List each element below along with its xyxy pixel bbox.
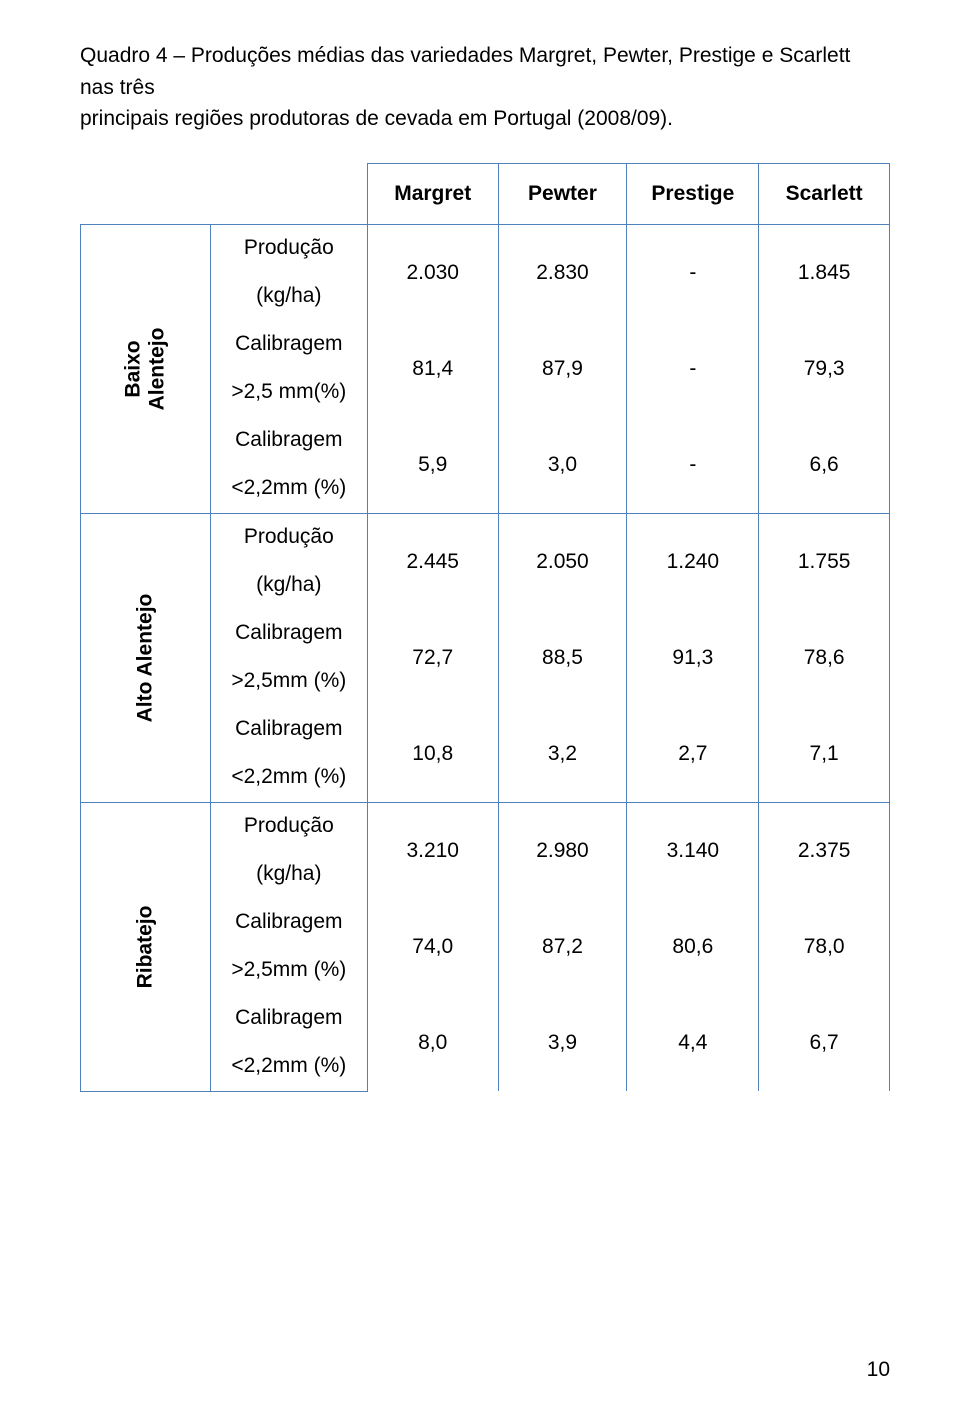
metric-label: Calibragem (210, 610, 367, 658)
cell-value: 72,7 (367, 610, 498, 706)
metric-label: (kg/ha) (210, 851, 367, 899)
cell-value: 2,7 (627, 706, 759, 803)
cell-value: 1.755 (759, 513, 890, 610)
header-scarlett: Scarlett (759, 163, 890, 224)
table-header-row: Margret Pewter Prestige Scarlett (81, 163, 890, 224)
cell-value: 78,0 (759, 899, 890, 995)
cell-value: 1.240 (627, 513, 759, 610)
cell-value: 3,0 (498, 417, 627, 514)
metric-label: Calibragem (210, 706, 367, 754)
table-row: Alto Alentejo Produção 2.445 2.050 1.240… (81, 513, 890, 562)
cell-value: - (627, 321, 759, 417)
metric-label: <2,2mm (%) (210, 465, 367, 514)
region-label: Alto Alentejo (133, 593, 157, 722)
metric-label: >2,5 mm(%) (210, 369, 367, 417)
metric-label: (kg/ha) (210, 273, 367, 321)
header-blank (81, 163, 368, 224)
header-prestige: Prestige (627, 163, 759, 224)
header-margret: Margret (367, 163, 498, 224)
cell-value: 6,7 (759, 995, 890, 1092)
cell-value: 8,0 (367, 995, 498, 1092)
header-pewter: Pewter (498, 163, 627, 224)
cell-value: 7,1 (759, 706, 890, 803)
region-baixo-alentejo: BaixoAlentejo (81, 224, 211, 513)
cell-value: 2.375 (759, 802, 890, 899)
metric-label: <2,2mm (%) (210, 754, 367, 803)
cell-value: 91,3 (627, 610, 759, 706)
cell-value: 2.980 (498, 802, 627, 899)
data-table-wrap: Margret Pewter Prestige Scarlett BaixoAl… (80, 163, 890, 1092)
metric-label: >2,5mm (%) (210, 947, 367, 995)
metric-label: Produção (210, 513, 367, 562)
metric-label: Calibragem (210, 899, 367, 947)
cell-value: 3,9 (498, 995, 627, 1092)
cell-value: 74,0 (367, 899, 498, 995)
cell-value: - (627, 417, 759, 514)
page: Quadro 4 – Produções médias das variedad… (0, 0, 960, 1412)
region-ribatejo: Ribatejo (81, 802, 211, 1091)
cell-value: 2.030 (367, 224, 498, 321)
cell-value: 3,2 (498, 706, 627, 803)
cell-value: 87,9 (498, 321, 627, 417)
metric-label: Calibragem (210, 417, 367, 465)
metric-label: >2,5mm (%) (210, 658, 367, 706)
cell-value: 79,3 (759, 321, 890, 417)
cell-value: 6,6 (759, 417, 890, 514)
region-label: Ribatejo (133, 905, 157, 988)
cell-value: 88,5 (498, 610, 627, 706)
metric-label: Calibragem (210, 995, 367, 1043)
cell-value: 81,4 (367, 321, 498, 417)
cell-value: 2.050 (498, 513, 627, 610)
cell-value: 2.445 (367, 513, 498, 610)
region-alto-alentejo: Alto Alentejo (81, 513, 211, 802)
table-caption: Quadro 4 – Produções médias das variedad… (80, 40, 890, 135)
metric-label: Calibragem (210, 321, 367, 369)
table-row: Ribatejo Produção 3.210 2.980 3.140 2.37… (81, 802, 890, 851)
metric-label: Produção (210, 802, 367, 851)
cell-value: 5,9 (367, 417, 498, 514)
cell-value: - (627, 224, 759, 321)
cell-value: 80,6 (627, 899, 759, 995)
cell-value: 3.140 (627, 802, 759, 899)
cell-value: 3.210 (367, 802, 498, 899)
cell-value: 10,8 (367, 706, 498, 803)
data-table: Margret Pewter Prestige Scarlett BaixoAl… (80, 163, 890, 1092)
cell-value: 87,2 (498, 899, 627, 995)
caption-line-2: principais regiões produtoras de cevada … (80, 107, 673, 130)
metric-label: <2,2mm (%) (210, 1043, 367, 1092)
cell-value: 78,6 (759, 610, 890, 706)
caption-line-1: Quadro 4 – Produções médias das variedad… (80, 44, 850, 99)
region-label: BaixoAlentejo (121, 327, 169, 410)
cell-value: 2.830 (498, 224, 627, 321)
cell-value: 4,4 (627, 995, 759, 1092)
page-number: 10 (867, 1358, 890, 1382)
table-row: BaixoAlentejo Produção 2.030 2.830 - 1.8… (81, 224, 890, 273)
metric-label: (kg/ha) (210, 562, 367, 610)
metric-label: Produção (210, 224, 367, 273)
cell-value: 1.845 (759, 224, 890, 321)
